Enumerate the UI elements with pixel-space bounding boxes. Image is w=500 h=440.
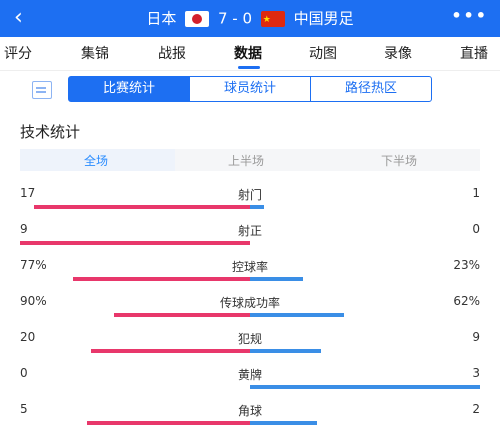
subtab-heatmap[interactable]: 路径热区 xyxy=(310,76,432,102)
away-team-name: 中国男足 xyxy=(293,9,354,28)
stat-label: 犯规 xyxy=(237,332,262,346)
stat-away-value: 3 xyxy=(472,366,480,380)
home-team-name: 日本 xyxy=(146,9,177,28)
stat-row: 17 射门 1 xyxy=(0,186,500,216)
section-title: 技术统计 xyxy=(20,123,81,141)
subtab-match-stats[interactable]: 比赛统计 xyxy=(68,76,190,102)
stat-bar-track xyxy=(20,421,480,425)
match-header: ‹ 日本 7 - 0 中国男足 ••• xyxy=(0,0,500,37)
period-tabs: 全场 上半场 下半场 xyxy=(20,149,480,171)
stat-home-value: 0 xyxy=(20,366,28,380)
more-dots-icon[interactable]: ••• xyxy=(451,6,488,25)
stat-away-value: 62% xyxy=(453,294,480,308)
stat-label: 传球成功率 xyxy=(219,296,280,310)
tab-highlights[interactable]: 集锦 xyxy=(81,46,109,62)
stats-subtabs: 比赛统计 球员统计 路径热区 xyxy=(0,72,500,108)
stat-row: 77% 控球率 23% xyxy=(0,258,500,288)
japan-flag-icon xyxy=(185,10,210,27)
stat-label: 角球 xyxy=(237,404,262,418)
tab-data[interactable]: 数据 xyxy=(234,46,262,62)
tab-live[interactable]: 直播 xyxy=(460,46,488,62)
stat-label: 控球率 xyxy=(231,260,268,274)
stat-bar-track xyxy=(20,205,480,209)
tab-rating[interactable]: 评分 xyxy=(4,46,32,62)
stat-bar-track xyxy=(20,241,480,245)
stat-away-bar xyxy=(250,349,321,353)
stat-away-bar xyxy=(250,313,344,317)
stat-row: 9 射正 0 xyxy=(0,222,500,252)
stat-label: 黄牌 xyxy=(237,368,262,382)
stat-home-value: 77% xyxy=(20,258,47,272)
tab-report[interactable]: 战报 xyxy=(158,46,186,62)
tab-gifs[interactable]: 动图 xyxy=(309,46,337,62)
stat-home-value: 90% xyxy=(20,294,47,308)
match-score: 7 - 0 xyxy=(217,9,253,28)
tab-replay[interactable]: 录像 xyxy=(384,46,412,62)
stat-bar-track xyxy=(20,313,480,317)
stat-bar-track xyxy=(20,349,480,353)
stat-label: 射正 xyxy=(237,224,262,238)
active-tab-indicator xyxy=(238,66,260,69)
stat-away-bar xyxy=(250,421,317,425)
stat-away-value: 23% xyxy=(453,258,480,272)
stat-away-value: 1 xyxy=(472,186,480,200)
stat-away-value: 2 xyxy=(472,402,480,416)
stat-home-value: 20 xyxy=(20,330,36,344)
stat-row: 0 黄牌 3 xyxy=(0,366,500,396)
stat-label: 射门 xyxy=(237,188,262,202)
main-tabs: 评分 集锦 战报 数据 动图 录像 直播 xyxy=(0,37,500,71)
period-active-background xyxy=(20,149,175,171)
stat-away-bar xyxy=(250,205,264,209)
stat-away-bar xyxy=(250,277,303,281)
period-second-half[interactable]: 下半场 xyxy=(381,154,418,168)
stat-home-bar xyxy=(73,277,250,281)
stat-home-bar xyxy=(91,349,250,353)
stat-away-value: 9 xyxy=(472,330,480,344)
document-icon[interactable] xyxy=(32,81,52,99)
stat-home-bar xyxy=(87,421,250,425)
stat-home-bar xyxy=(20,241,250,245)
stat-home-bar xyxy=(114,313,250,317)
stat-home-value: 5 xyxy=(20,402,28,416)
period-full-match[interactable]: 全场 xyxy=(84,154,109,168)
stat-away-bar xyxy=(250,385,480,389)
subtab-player-stats[interactable]: 球员统计 xyxy=(189,76,311,102)
stat-bar-track xyxy=(20,277,480,281)
stat-row: 5 角球 2 xyxy=(0,402,500,432)
stat-bar-track xyxy=(20,385,480,389)
stat-home-value: 9 xyxy=(20,222,28,236)
stat-home-value: 17 xyxy=(20,186,36,200)
back-arrow-icon[interactable]: ‹ xyxy=(14,5,23,30)
stat-home-bar xyxy=(34,205,250,209)
match-title: 日本 7 - 0 中国男足 xyxy=(0,8,500,30)
stat-away-value: 0 xyxy=(472,222,480,236)
stat-row: 90% 传球成功率 62% xyxy=(0,294,500,324)
period-first-half[interactable]: 上半场 xyxy=(228,154,265,168)
stat-row: 20 犯规 9 xyxy=(0,330,500,360)
china-flag-icon xyxy=(260,10,285,30)
